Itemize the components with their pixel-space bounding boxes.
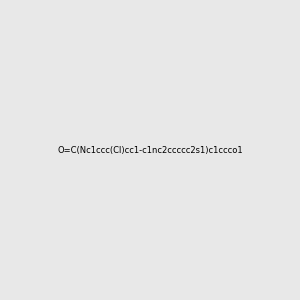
Text: O=C(Nc1ccc(Cl)cc1-c1nc2ccccc2s1)c1ccco1: O=C(Nc1ccc(Cl)cc1-c1nc2ccccc2s1)c1ccco1	[57, 146, 243, 154]
